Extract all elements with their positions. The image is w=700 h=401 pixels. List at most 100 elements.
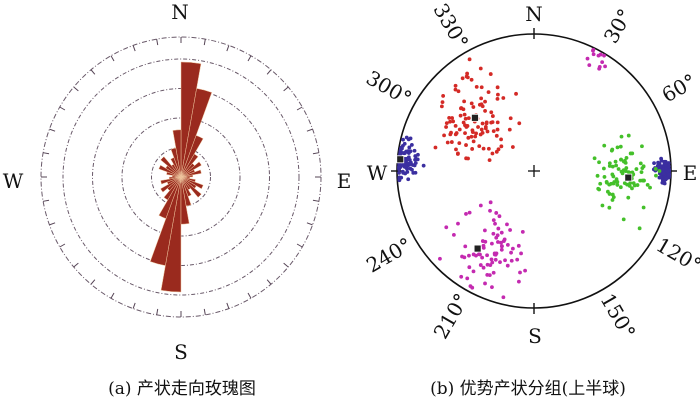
- pole-point: [406, 149, 410, 154]
- pole-point: [438, 256, 442, 261]
- pole-point: [628, 181, 633, 185]
- pole-point: [464, 212, 468, 216]
- pole-point: [505, 243, 510, 247]
- pole-point: [592, 156, 597, 161]
- pole-point: [480, 121, 485, 126]
- pole-point: [481, 265, 486, 270]
- pole-point: [616, 167, 621, 171]
- pole-point: [505, 263, 510, 268]
- pole-point: [483, 126, 488, 131]
- pole-point: [405, 157, 410, 161]
- rose-label-n: N: [171, 0, 189, 24]
- pole-point: [638, 178, 643, 183]
- pole-point: [485, 262, 490, 267]
- pole-point: [517, 121, 522, 126]
- pole-point: [486, 90, 491, 95]
- pole-point: [439, 104, 444, 109]
- pole-point: [484, 121, 489, 126]
- rose-petal: [168, 176, 182, 180]
- pole-point: [478, 203, 483, 208]
- pole-point: [664, 167, 669, 171]
- pole-point: [412, 148, 417, 153]
- pole-point: [488, 208, 492, 213]
- pole-point: [639, 170, 644, 175]
- pole-point: [463, 116, 468, 121]
- pole-point: [491, 129, 496, 134]
- tick-mark: [226, 45, 230, 52]
- rose-petal: [163, 176, 182, 201]
- pole-point: [652, 161, 656, 166]
- tick-mark: [73, 262, 79, 268]
- pole-point: [663, 162, 668, 167]
- pole-point: [458, 113, 463, 118]
- pole-point: [483, 99, 487, 104]
- pole-point: [509, 250, 513, 255]
- pole-point: [490, 114, 495, 118]
- pole-point: [602, 53, 606, 58]
- pole-point: [613, 159, 618, 164]
- pole-point: [494, 133, 499, 138]
- pole-point: [445, 140, 450, 145]
- pole-point: [471, 252, 476, 257]
- pole-point: [467, 57, 472, 62]
- pole-point: [602, 175, 607, 179]
- pole-point: [496, 226, 501, 231]
- pole-point: [493, 257, 498, 262]
- pole-point: [661, 171, 666, 176]
- pole-point: [449, 140, 454, 144]
- pole-point: [602, 166, 606, 171]
- pole-point: [479, 127, 484, 132]
- tick-mark: [266, 279, 272, 285]
- pole-point: [591, 48, 595, 53]
- pole-point: [615, 183, 620, 187]
- pole-point: [496, 92, 500, 97]
- pole-point: [610, 164, 615, 169]
- pole-point: [493, 221, 497, 226]
- pole-point: [607, 164, 612, 168]
- pole-point: [503, 258, 507, 263]
- grid-ring: [62, 58, 300, 296]
- pole-point: [496, 240, 500, 244]
- tick-mark: [49, 128, 56, 132]
- pole-point: [489, 241, 494, 246]
- pole-point: [622, 158, 627, 163]
- tick-mark: [90, 69, 96, 75]
- pole-point: [490, 285, 494, 290]
- pole-point: [600, 60, 605, 65]
- pole-point: [491, 218, 496, 223]
- tick-mark: [283, 262, 289, 268]
- pole-point: [448, 119, 452, 124]
- tick-mark: [306, 128, 313, 132]
- pole-point: [453, 87, 458, 92]
- pole-point: [453, 83, 458, 88]
- pole-point: [485, 253, 489, 258]
- tick-mark: [156, 39, 159, 46]
- pole-point: [479, 102, 484, 107]
- pole-point: [471, 105, 476, 109]
- pole-point: [470, 147, 475, 151]
- rose-petal: [180, 153, 199, 178]
- mean-pole-marker: [471, 113, 479, 122]
- pole-point: [459, 106, 463, 111]
- tick-mark: [73, 86, 79, 92]
- pole-point: [661, 167, 665, 172]
- pole-point: [495, 120, 500, 125]
- pole-point: [499, 247, 504, 252]
- pole-point: [507, 127, 512, 132]
- pole-point: [614, 163, 619, 168]
- pole-point: [413, 154, 418, 158]
- tick-mark: [90, 279, 96, 285]
- pole-point: [491, 231, 496, 236]
- pole-point: [510, 145, 515, 149]
- tick-mark: [247, 55, 252, 62]
- pole-point: [600, 203, 605, 208]
- pole-point: [659, 158, 664, 163]
- pole-point: [488, 200, 493, 205]
- pole-point: [488, 72, 493, 76]
- pole-point: [648, 185, 652, 190]
- pole-point: [483, 281, 487, 286]
- pole-point: [501, 96, 506, 100]
- tick-mark: [132, 45, 136, 52]
- pole-point: [476, 252, 481, 257]
- pole-point: [469, 77, 474, 82]
